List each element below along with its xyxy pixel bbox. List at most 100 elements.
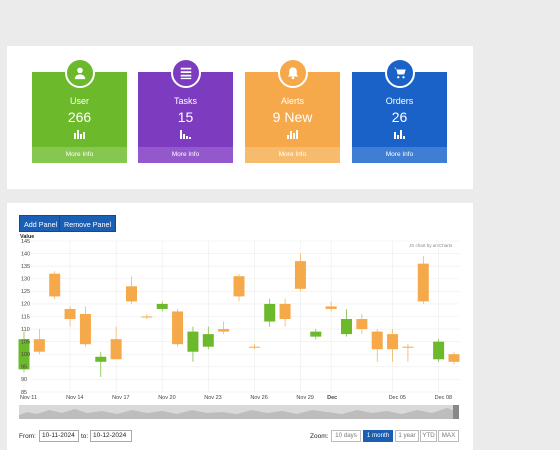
candle[interactable]: [248, 344, 260, 350]
candle[interactable]: [110, 326, 122, 360]
candle[interactable]: [187, 326, 199, 362]
candle[interactable]: [33, 329, 45, 355]
candle[interactable]: [341, 308, 352, 337]
user-card[interactable]: User 266 More Info: [32, 58, 127, 163]
tasks-card[interactable]: Tasks 15 More Info: [138, 58, 233, 163]
candle-body: [126, 286, 137, 302]
to-label: to:: [81, 433, 89, 440]
x-tick-label: Nov 20: [158, 395, 175, 401]
y-axis-title: Value: [20, 234, 35, 240]
candle-body: [387, 334, 399, 350]
candle[interactable]: [218, 321, 230, 335]
to-date-input[interactable]: 10-12-2024: [90, 430, 132, 442]
candle-body: [402, 346, 414, 348]
x-tick-label: Nov 11: [20, 395, 37, 401]
candle[interactable]: [233, 273, 245, 302]
y-tick-label: 145: [21, 239, 30, 245]
card-value: 9 New: [272, 109, 313, 125]
candle-body: [187, 331, 199, 352]
candle[interactable]: [294, 253, 306, 292]
candle-body: [448, 354, 460, 362]
x-tick-label: Nov 17: [112, 395, 129, 401]
candle[interactable]: [402, 344, 414, 362]
list-icon: [170, 58, 201, 88]
candle[interactable]: [310, 329, 322, 340]
candle[interactable]: [264, 298, 276, 327]
y-tick-label: 110: [21, 327, 30, 333]
more-info-link[interactable]: More Info: [138, 147, 233, 163]
candle-body: [248, 346, 260, 348]
y-tick-label: 135: [21, 264, 30, 270]
zoom-max-button[interactable]: MAX: [438, 430, 459, 442]
candle-body: [433, 341, 445, 360]
candle-body: [110, 339, 122, 360]
from-label: From:: [19, 433, 36, 440]
candle[interactable]: [172, 308, 184, 347]
candle-body: [79, 313, 91, 345]
candle[interactable]: [64, 306, 76, 327]
candle[interactable]: [325, 301, 337, 312]
candle-body: [341, 319, 352, 335]
chart-panel: Add Panel Remove Panel Value JS chart by…: [7, 203, 473, 450]
more-info-link[interactable]: More Info: [352, 147, 447, 163]
x-tick-label: Dec 05: [389, 395, 406, 401]
candle[interactable]: [356, 313, 368, 335]
candle-body: [141, 316, 153, 318]
candle-body: [202, 334, 214, 347]
candle[interactable]: [417, 256, 429, 304]
candle[interactable]: [49, 271, 61, 299]
zoom-1-month-button[interactable]: 1 month: [363, 430, 393, 442]
card-title: Tasks: [173, 96, 197, 106]
more-info-link[interactable]: More Info: [32, 147, 127, 163]
candle[interactable]: [279, 298, 291, 327]
candle-body: [356, 319, 368, 330]
chart-credit[interactable]: JS chart by amCharts: [409, 243, 453, 248]
y-tick-label: 140: [21, 251, 30, 257]
candle-body: [49, 273, 61, 297]
candle[interactable]: [141, 313, 153, 320]
candle[interactable]: [387, 329, 399, 362]
candle-body: [156, 303, 168, 309]
candle[interactable]: [95, 351, 107, 377]
orders-card[interactable]: Orders 26 More Info: [352, 58, 447, 163]
candle-body: [325, 306, 337, 309]
y-tick-label: 105: [21, 339, 30, 345]
zoom-label: Zoom:: [310, 433, 329, 440]
candle[interactable]: [18, 331, 30, 372]
candle[interactable]: [371, 329, 383, 362]
scrollbar-grip[interactable]: [453, 405, 459, 419]
x-tick-label: Nov 29: [296, 395, 313, 401]
candle[interactable]: [79, 306, 91, 347]
card-title: Alerts: [280, 96, 304, 106]
card-value: 15: [177, 109, 194, 125]
y-tick-label: 90: [21, 377, 27, 383]
zoom-ytd-button[interactable]: YTD: [420, 430, 437, 442]
bell-icon: [277, 58, 308, 88]
candle[interactable]: [156, 301, 168, 312]
y-tick-label: 120: [21, 302, 30, 308]
card-title: Orders: [385, 96, 414, 106]
candle-body: [218, 329, 230, 332]
remove-panel-button[interactable]: Remove Panel: [59, 215, 117, 232]
candle[interactable]: [202, 326, 214, 350]
candle-body: [279, 303, 291, 320]
candle-body: [18, 339, 30, 370]
y-tick-label: 130: [21, 277, 30, 283]
zoom-1-year-button[interactable]: 1 year: [395, 430, 419, 442]
chart-scrollbar[interactable]: [19, 405, 459, 419]
from-date-input[interactable]: 10-11-2024: [39, 430, 79, 442]
candle-body: [264, 303, 276, 322]
candle[interactable]: [448, 351, 460, 365]
candle-body: [33, 339, 45, 352]
bar-chart-icon: [286, 130, 298, 139]
candle[interactable]: [126, 276, 137, 304]
candlestick-chart[interactable]: Nov 11 Nov 14 Nov 17 Nov 20 Nov 23 Nov 26 Nov …: [7, 203, 473, 450]
candle[interactable]: [433, 339, 445, 362]
more-info-link[interactable]: More Info: [245, 147, 340, 163]
y-tick-label: 115: [21, 314, 30, 320]
alerts-card[interactable]: Alerts 9 New More Info: [245, 58, 340, 163]
bar-chart-icon: [179, 130, 191, 139]
zoom-10-days-button[interactable]: 10 days: [331, 430, 361, 442]
y-tick-label: 85: [21, 390, 27, 396]
x-tick-label: Dec: [327, 395, 337, 401]
